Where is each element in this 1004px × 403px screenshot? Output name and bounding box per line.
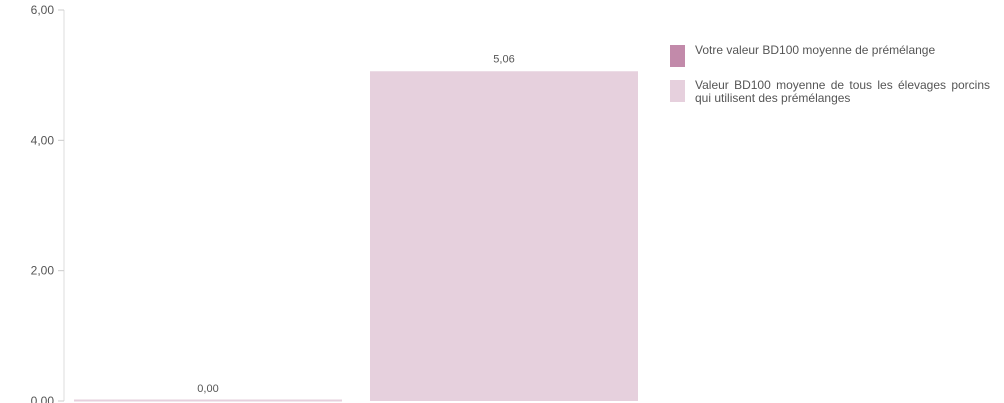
chart-legend: Votre valeur BD100 moyenne de prémélange… [670,44,990,117]
legend-swatch-all-farms [670,80,685,102]
y-tick-label: 0,00 [31,394,55,403]
y-tick-label: 6,00 [31,3,55,17]
legend-label-all-farms: Valeur BD100 moyenne de tous les élevage… [695,78,990,105]
legend-item-all-farms: Valeur BD100 moyenne de tous les élevage… [670,79,990,105]
data-label-1: 0,00 [197,383,218,395]
data-label-2: 5,06 [493,53,514,65]
legend-label-own-value: Votre valeur BD100 moyenne de prémélange [695,43,936,57]
legend-item-own-value: Votre valeur BD100 moyenne de prémélange [670,44,990,67]
legend-swatch-own-value [670,45,685,67]
bar-2 [370,71,638,402]
y-tick-label: 2,00 [31,264,55,278]
y-tick-label: 4,00 [31,133,55,147]
